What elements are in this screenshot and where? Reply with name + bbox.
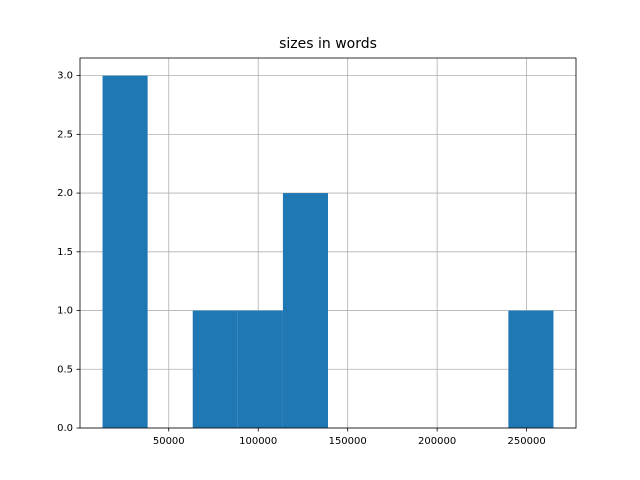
y-tick-label: 1.5 [57,247,73,258]
x-tick-label: 200000 [418,436,456,447]
chart-title: sizes in words [279,36,377,52]
y-tick-label: 0.0 [57,423,73,434]
y-tick-label: 1.0 [57,306,73,317]
y-tick-label: 0.5 [57,364,73,375]
bar [508,310,554,428]
bar [192,310,238,428]
y-tick-label: 3.0 [57,71,73,82]
bar [282,193,328,428]
x-tick-label: 50000 [153,436,185,447]
y-tick-label: 2.5 [57,129,73,140]
plot-frame [79,57,577,429]
x-tick-label: 150000 [329,436,367,447]
y-tick-label: 2.0 [57,188,73,199]
bar [237,310,283,428]
bar [102,75,148,428]
x-tick-label: 100000 [239,436,277,447]
x-tick-label: 250000 [508,436,546,447]
